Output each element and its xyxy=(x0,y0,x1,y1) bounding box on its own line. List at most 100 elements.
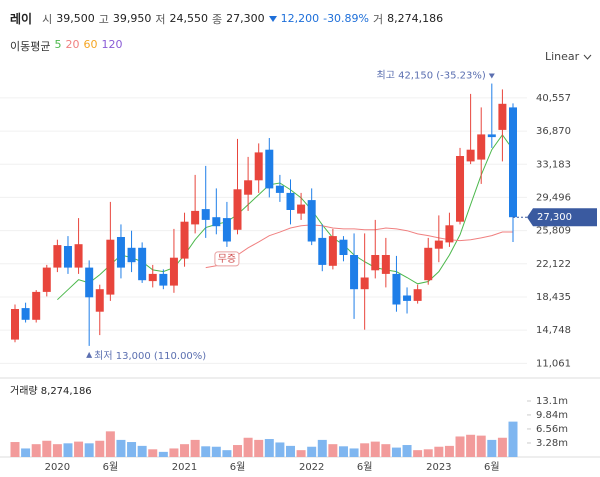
candle-body xyxy=(106,239,115,295)
candle-body xyxy=(360,277,369,290)
volume-bar xyxy=(84,443,94,457)
label: 종 xyxy=(211,12,223,26)
volume-bar xyxy=(338,446,348,457)
volume-bar xyxy=(381,444,391,457)
header: 레이 시 39,500 고 39,950 저 24,550 종 27,300 12,20… xyxy=(10,10,443,27)
volume-bar xyxy=(317,439,327,457)
candle-body xyxy=(509,107,517,218)
stock-name: 레이 xyxy=(10,12,33,26)
volume-bar xyxy=(52,444,62,457)
candle-body xyxy=(392,273,401,305)
x-tick-label: 6월 xyxy=(103,461,119,473)
volume-bar xyxy=(105,431,115,457)
annotation-arrow xyxy=(488,73,495,79)
volume-bar xyxy=(307,446,317,457)
y-tick-label: 3.28m xyxy=(536,438,568,449)
value: 27,300 xyxy=(226,12,265,25)
y-tick-label: 22,122 xyxy=(536,259,571,270)
candle-body xyxy=(498,103,507,130)
event-box xyxy=(214,251,240,267)
x-tick-label: 2023 xyxy=(426,462,451,473)
volume-bar xyxy=(466,434,476,457)
volume-bar xyxy=(413,450,423,457)
volume-bar xyxy=(137,445,147,457)
candle-body xyxy=(233,189,242,230)
y-tick-label: 25,809 xyxy=(536,226,571,237)
annotation: 최저 13,000 (110.00%) xyxy=(94,350,206,362)
candle-body xyxy=(445,225,454,243)
volume-bar xyxy=(190,439,200,457)
ma-label: 이동평균 xyxy=(10,40,51,53)
candle-body xyxy=(466,149,475,162)
y-tick-label: 36,870 xyxy=(536,126,571,137)
volume-bar xyxy=(127,442,137,457)
candle-body xyxy=(456,156,465,222)
value: 39,500 xyxy=(56,12,95,25)
candle-body xyxy=(11,309,19,340)
y-tick-label: 14,748 xyxy=(536,325,571,336)
volume-bar xyxy=(21,448,31,457)
candle-body xyxy=(328,236,337,266)
annotation-arrow xyxy=(86,351,93,358)
down-arrow xyxy=(268,15,277,22)
candle-body xyxy=(371,255,380,271)
candle-body xyxy=(85,267,94,298)
volume-bar xyxy=(360,443,370,457)
volume-bar xyxy=(63,443,73,457)
volume-bar xyxy=(328,444,338,457)
candle-body xyxy=(265,149,274,189)
candle-body xyxy=(222,218,231,242)
volume-bar xyxy=(95,440,105,457)
ma-line xyxy=(57,133,514,301)
y-tick-label: 33,183 xyxy=(536,159,571,170)
candle-body xyxy=(138,247,147,281)
candle-body xyxy=(95,289,104,312)
candle-body xyxy=(307,200,316,242)
volume-bar xyxy=(254,439,264,457)
candle-body xyxy=(381,255,390,274)
label: 저 xyxy=(155,12,166,26)
volume-bar xyxy=(391,447,401,457)
volume-bar xyxy=(211,446,221,457)
label: 거 xyxy=(373,12,384,26)
volume-bar xyxy=(402,445,412,457)
chevron xyxy=(583,54,592,60)
volume-bar xyxy=(158,451,168,457)
candle-body xyxy=(434,240,443,249)
y-tick-label: 18,435 xyxy=(536,292,571,303)
volume-bar xyxy=(285,445,295,457)
candle-body xyxy=(191,210,200,225)
candle-body xyxy=(318,237,327,265)
volume-bar xyxy=(434,446,444,457)
candle-body xyxy=(212,217,221,227)
candle-body xyxy=(21,308,30,320)
volume-bar xyxy=(243,437,253,457)
scale-toggle[interactable]: Linear xyxy=(545,50,592,63)
candle-body xyxy=(127,247,136,263)
value: 24,550 xyxy=(169,12,208,25)
scale-label: Linear xyxy=(545,50,580,63)
legend-entry: 20 xyxy=(65,38,80,51)
value: 39,950 xyxy=(112,12,152,25)
x-tick-label: 6월 xyxy=(230,461,246,473)
change: 12,200 xyxy=(280,12,320,25)
volume-bar xyxy=(349,448,359,457)
y-tick-label: 40,557 xyxy=(536,93,571,104)
candle-body xyxy=(403,295,412,301)
y-tick-label: 13.1m xyxy=(536,396,568,407)
x-tick-label: 6월 xyxy=(357,461,373,473)
annotation: 최고 42,150 (-35.23%) xyxy=(377,70,486,82)
candle-body xyxy=(180,221,189,259)
volume-bar xyxy=(264,439,274,457)
candle-body xyxy=(275,185,284,193)
volume-bar xyxy=(455,436,465,457)
candle-body xyxy=(116,237,125,268)
candle-body xyxy=(339,239,348,255)
price-tag-label: 27,300 xyxy=(537,212,572,223)
candle-body xyxy=(159,273,168,286)
candle-body xyxy=(169,257,178,286)
candle-body xyxy=(244,180,253,195)
volume-bar xyxy=(233,445,243,457)
